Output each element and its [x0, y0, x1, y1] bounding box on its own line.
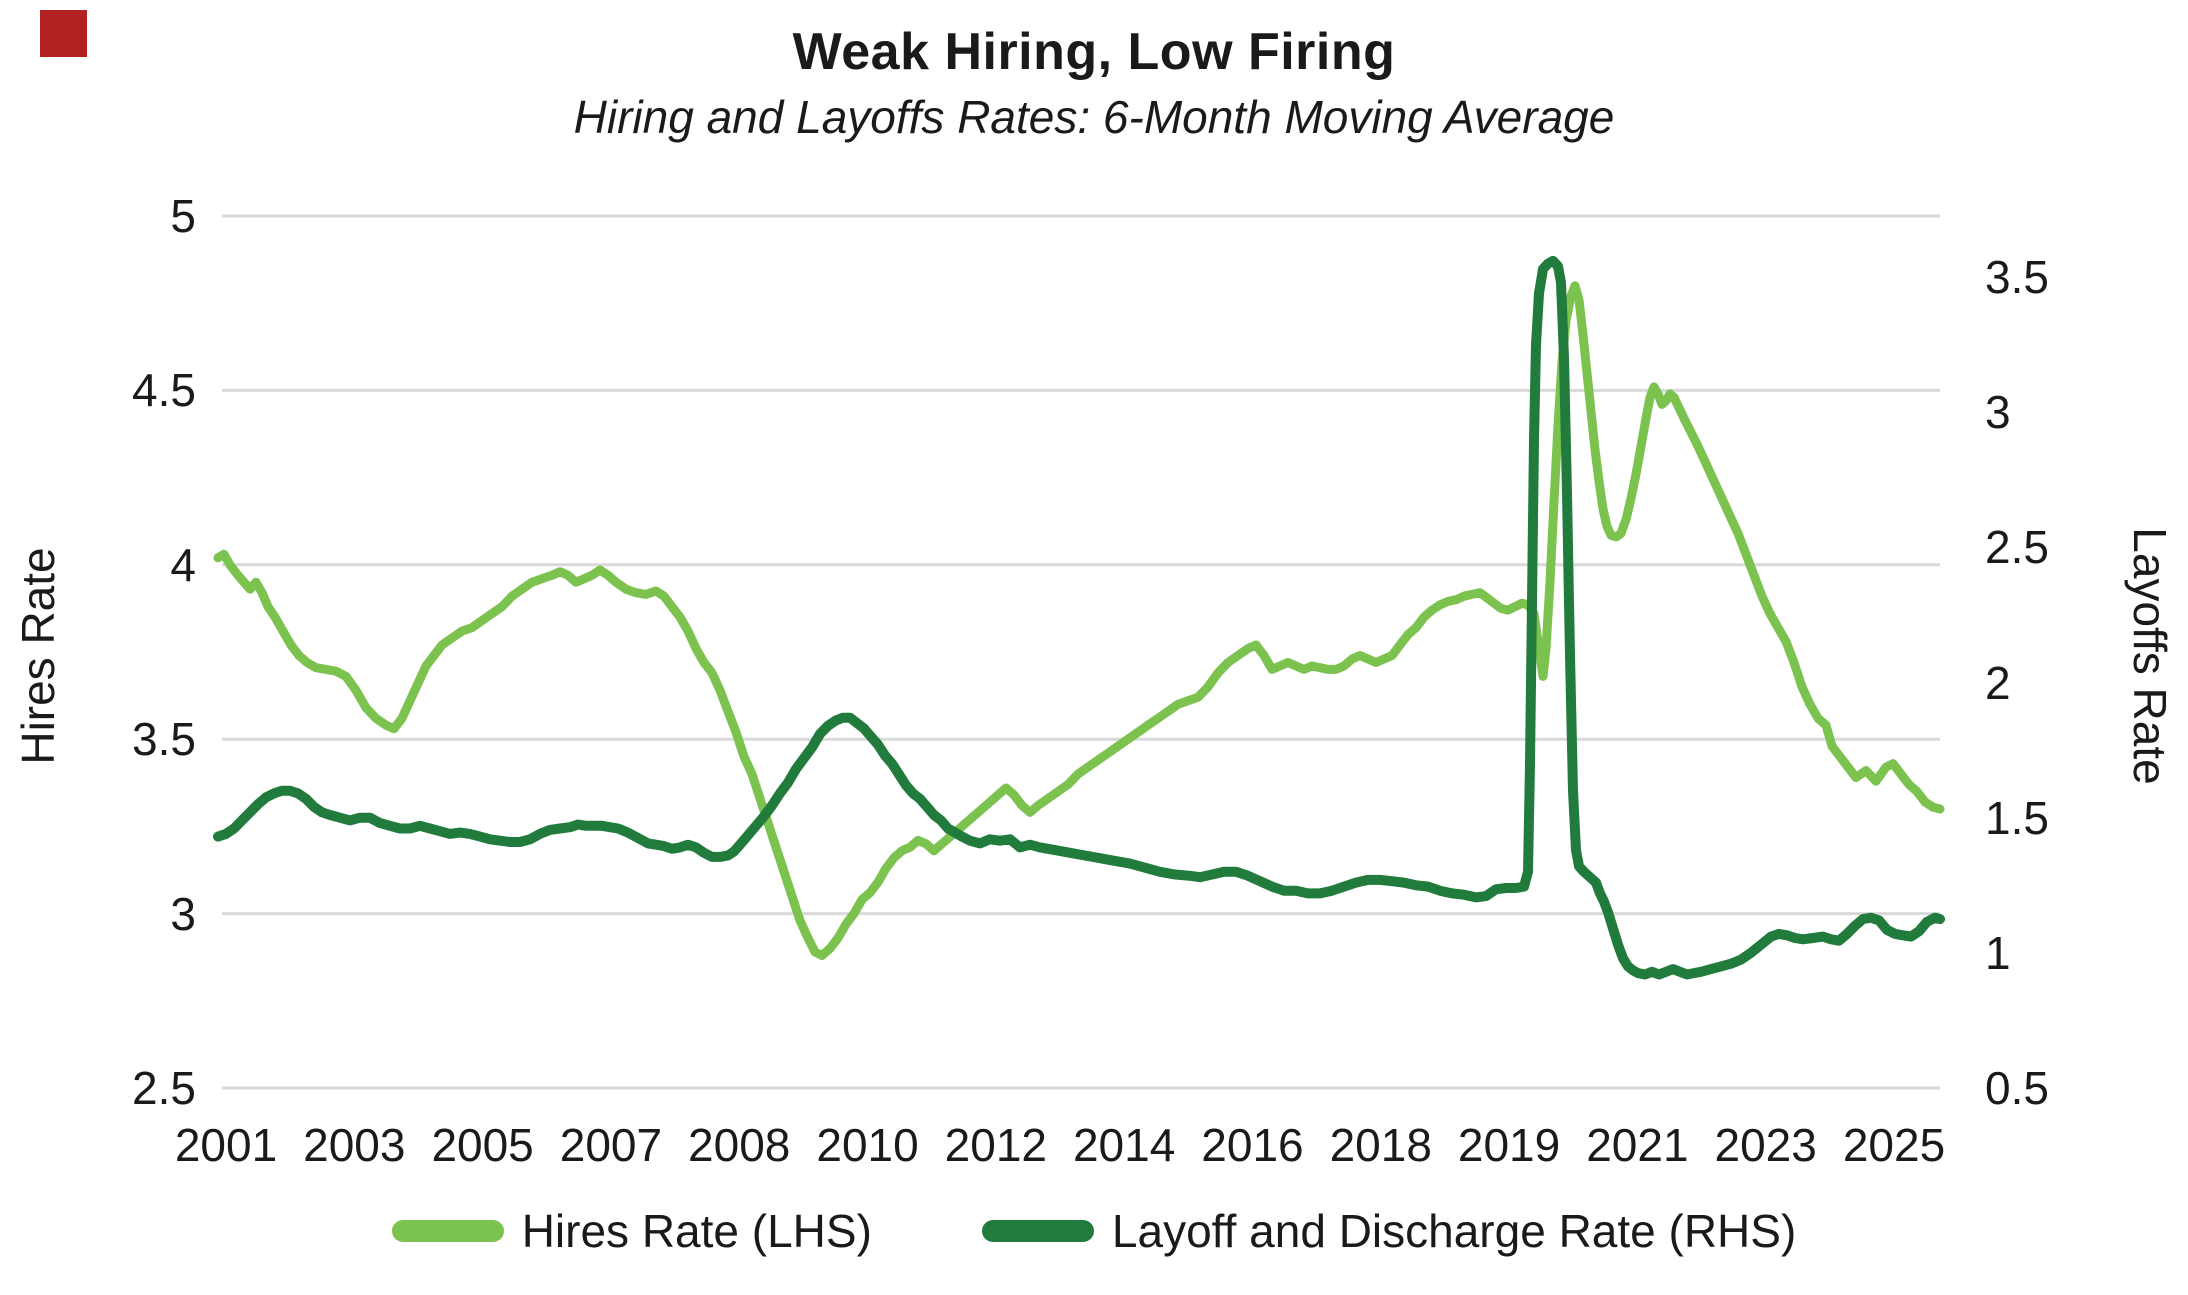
right-tick-label: 2.5 — [1985, 521, 2049, 574]
right-tick-label: 1 — [1985, 926, 2011, 979]
x-tick-label: 2001 — [174, 1119, 278, 1171]
left-tick-label: 5 — [170, 190, 196, 242]
series-line-hires — [213, 281, 1945, 960]
legend-item-hires: Hires Rate (LHS) — [391, 1205, 872, 1257]
right-axis-title: Layoffs Rate — [2124, 527, 2176, 785]
x-tick-label: 2012 — [944, 1119, 1048, 1171]
right-tick-label: 1.5 — [1985, 791, 2049, 844]
x-tick-label: 2021 — [1586, 1119, 1689, 1171]
x-tick-label: 2018 — [1329, 1119, 1432, 1171]
x-tick-label: 2019 — [1457, 1119, 1561, 1171]
right-tick-label: 3 — [1985, 386, 2011, 439]
right-tick-label: 3.5 — [1985, 251, 2049, 304]
left-axis-title: Hires Rate — [12, 547, 64, 765]
series-line-layoffs — [213, 255, 1945, 980]
legend-item-layoffs: Layoff and Discharge Rate (RHS) — [981, 1205, 1797, 1257]
x-tick-label: 2010 — [816, 1119, 919, 1171]
series-lines — [213, 255, 1945, 980]
hires-line-swatch — [391, 1220, 504, 1242]
left-tick-label: 3 — [170, 887, 196, 940]
left-tick-label: 4 — [170, 538, 196, 591]
legend-label-layoffs: Layoff and Discharge Rate (RHS) — [1111, 1205, 1797, 1257]
legend-label-hires: Hires Rate (LHS) — [521, 1205, 872, 1257]
chart-subtitle: Hiring and Layoffs Rates: 6-Month Moving… — [573, 91, 1615, 143]
right-tick-label: 2 — [1985, 656, 2011, 709]
x-tick-label: 2008 — [688, 1119, 791, 1171]
x-tick-label: 2016 — [1201, 1119, 1304, 1171]
layoffs-line-swatch — [981, 1220, 1094, 1242]
x-tick-label: 2023 — [1714, 1119, 1817, 1171]
x-tick-label: 2007 — [559, 1119, 663, 1171]
gridlines — [222, 214, 1940, 1090]
left-tick-label: 3.5 — [132, 713, 196, 766]
left-tick-label: 2.5 — [132, 1062, 196, 1114]
left-tick-label: 4.5 — [132, 364, 196, 417]
right-tick-label: 0.5 — [1985, 1062, 2049, 1114]
x-tick-label: 2025 — [1842, 1119, 1946, 1171]
red-corner-marker — [40, 10, 87, 57]
x-tick-label: 2003 — [303, 1119, 406, 1171]
chart-title: Weak Hiring, Low Firing — [792, 23, 1396, 81]
x-tick-label: 2014 — [1072, 1119, 1176, 1171]
legend: Hires Rate (LHS) Layoff and Discharge Ra… — [0, 1208, 2188, 1254]
x-tick-label: 2005 — [431, 1119, 534, 1171]
